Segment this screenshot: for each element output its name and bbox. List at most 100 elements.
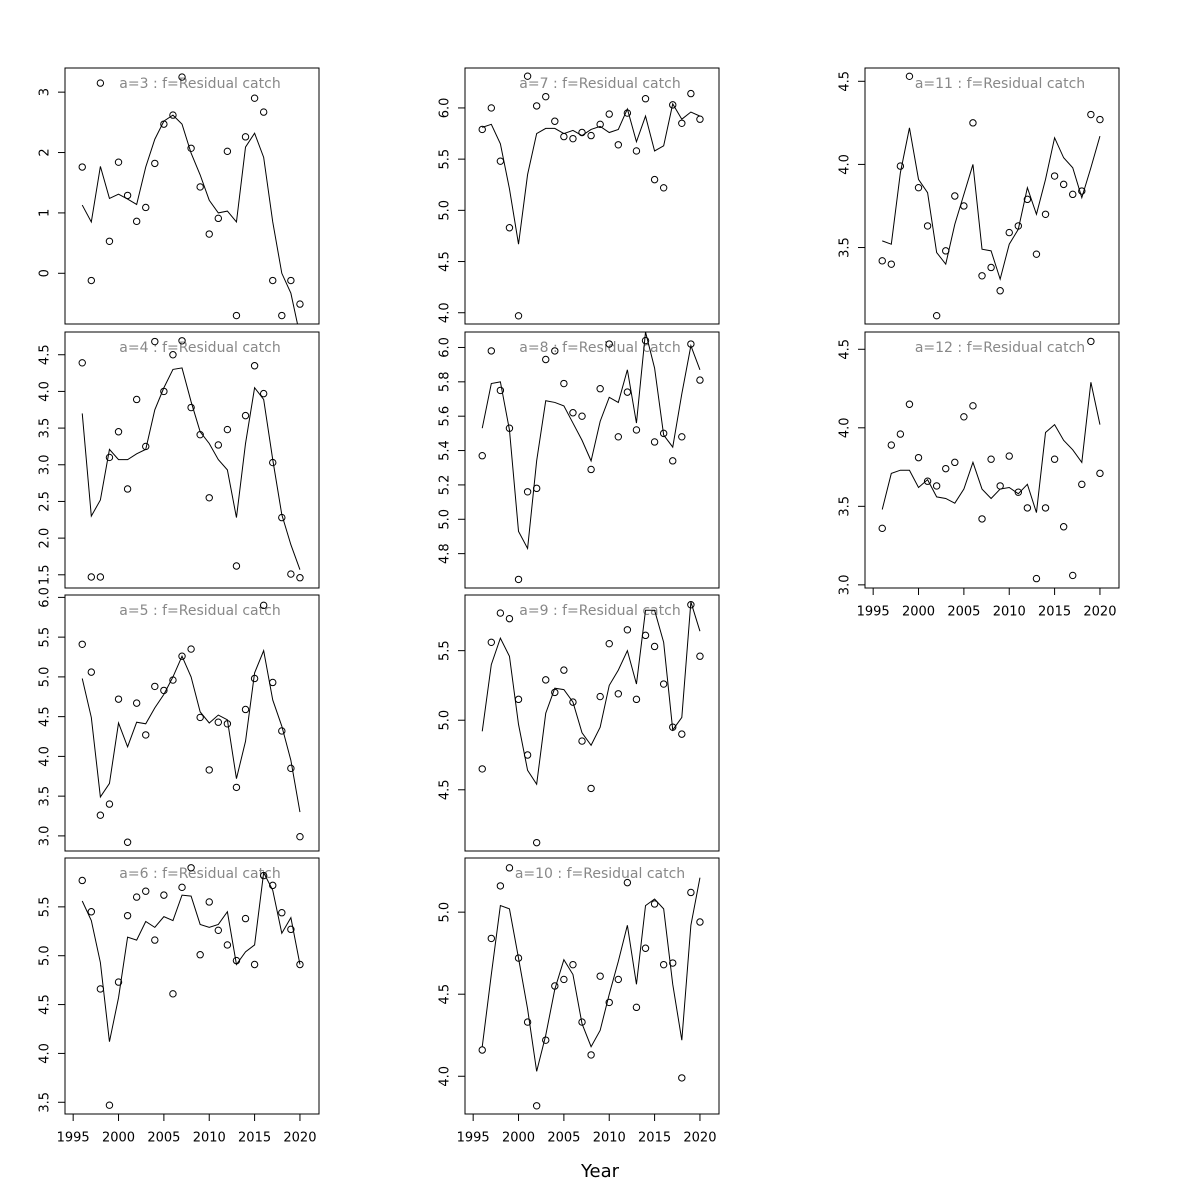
point [296, 574, 304, 582]
point [478, 765, 486, 773]
point [178, 652, 186, 660]
point [151, 682, 159, 691]
point [560, 666, 568, 674]
y-tick-label: 3.5 [838, 496, 853, 517]
point [151, 337, 159, 346]
point [1096, 115, 1104, 124]
point [551, 347, 559, 355]
y-tick-label: 3.5 [38, 786, 53, 807]
y-tick-label: 4.5 [438, 984, 453, 1005]
point [542, 355, 550, 364]
panel: a=8 : f=Residual catch 4.8 5.0 5.2 5.4 5.6 5.8… [438, 331, 720, 589]
point [269, 678, 277, 687]
plot-frame [64, 594, 320, 852]
point [669, 457, 677, 465]
point [942, 464, 950, 473]
point [650, 642, 659, 651]
point [923, 222, 932, 230]
point [560, 975, 568, 984]
plot-frame [864, 67, 1120, 325]
y-tick-label: 5.5 [38, 627, 53, 648]
point [596, 384, 604, 393]
point [78, 640, 86, 648]
point [641, 336, 650, 345]
point [596, 120, 604, 129]
point [160, 891, 168, 899]
point [232, 311, 241, 320]
data-layer [78, 601, 304, 846]
x-tick-label: 2000 [902, 605, 935, 620]
plot-frame [64, 331, 320, 589]
point [87, 573, 96, 581]
point [123, 485, 132, 493]
point [496, 157, 505, 165]
y-tick-label: 3 [38, 88, 53, 96]
data-layer [878, 72, 1104, 320]
x-tick-label: 1995 [57, 1131, 90, 1146]
point [132, 395, 141, 404]
point [132, 893, 141, 901]
plot-frame [464, 67, 720, 325]
point [1078, 187, 1086, 195]
point [296, 300, 304, 308]
point [296, 960, 304, 969]
point [696, 115, 704, 123]
x-tick-label: 2020 [683, 1131, 716, 1146]
point [878, 524, 886, 533]
point [932, 482, 941, 490]
plot-frame [464, 331, 720, 589]
fit-line [81, 114, 298, 324]
point [496, 609, 505, 617]
x-tick-label: 2020 [1083, 605, 1116, 620]
point [241, 411, 250, 420]
point [187, 403, 195, 412]
point [678, 433, 686, 441]
point [987, 455, 995, 463]
y-tick-label: 5.2 [438, 475, 453, 496]
fit-line [481, 332, 701, 551]
y-tick-label: 4.0 [438, 1066, 453, 1087]
point [505, 224, 514, 232]
point [232, 562, 241, 570]
point [496, 882, 505, 890]
point [623, 626, 632, 634]
point [578, 1018, 586, 1026]
point [905, 400, 914, 408]
point [542, 92, 550, 101]
point [587, 1051, 595, 1059]
point [1069, 571, 1077, 580]
point [132, 699, 141, 707]
point [269, 276, 277, 285]
point [505, 864, 514, 872]
panel: a=11 : f=Residual catch 3.5 4.0 4.5 [838, 67, 1120, 325]
panel-title: a=5 : f=Residual catch [119, 603, 280, 619]
point [1023, 195, 1032, 204]
point [142, 203, 150, 212]
y-tick-label: 5.5 [38, 897, 53, 918]
fit-line [482, 102, 701, 245]
point [669, 101, 677, 109]
point [896, 162, 905, 170]
point [969, 402, 977, 410]
y-tick-label: 5.0 [38, 667, 53, 688]
panel-title: a=10 : f=Residual catch [515, 866, 685, 882]
point [687, 888, 695, 897]
y-tick-label: 3.5 [38, 1092, 53, 1113]
point [641, 944, 650, 952]
x-tick-label: 2015 [1038, 605, 1071, 620]
panel-title: a=7 : f=Residual catch [519, 76, 680, 92]
y-tick-label: 5.0 [438, 200, 453, 221]
y-tick-label: 4.0 [38, 746, 53, 767]
x-tick-label: 2005 [547, 1131, 580, 1146]
point [669, 959, 677, 967]
point [205, 230, 213, 238]
point [587, 465, 595, 474]
y-tick-label: 4.0 [38, 381, 53, 402]
fit-line [81, 367, 301, 570]
panel-title: a=9 : f=Residual catch [519, 603, 680, 619]
point [1014, 488, 1023, 496]
panel-title: a=3 : f=Residual catch [119, 76, 280, 92]
point [605, 998, 613, 1007]
plot-frame [464, 857, 720, 1115]
